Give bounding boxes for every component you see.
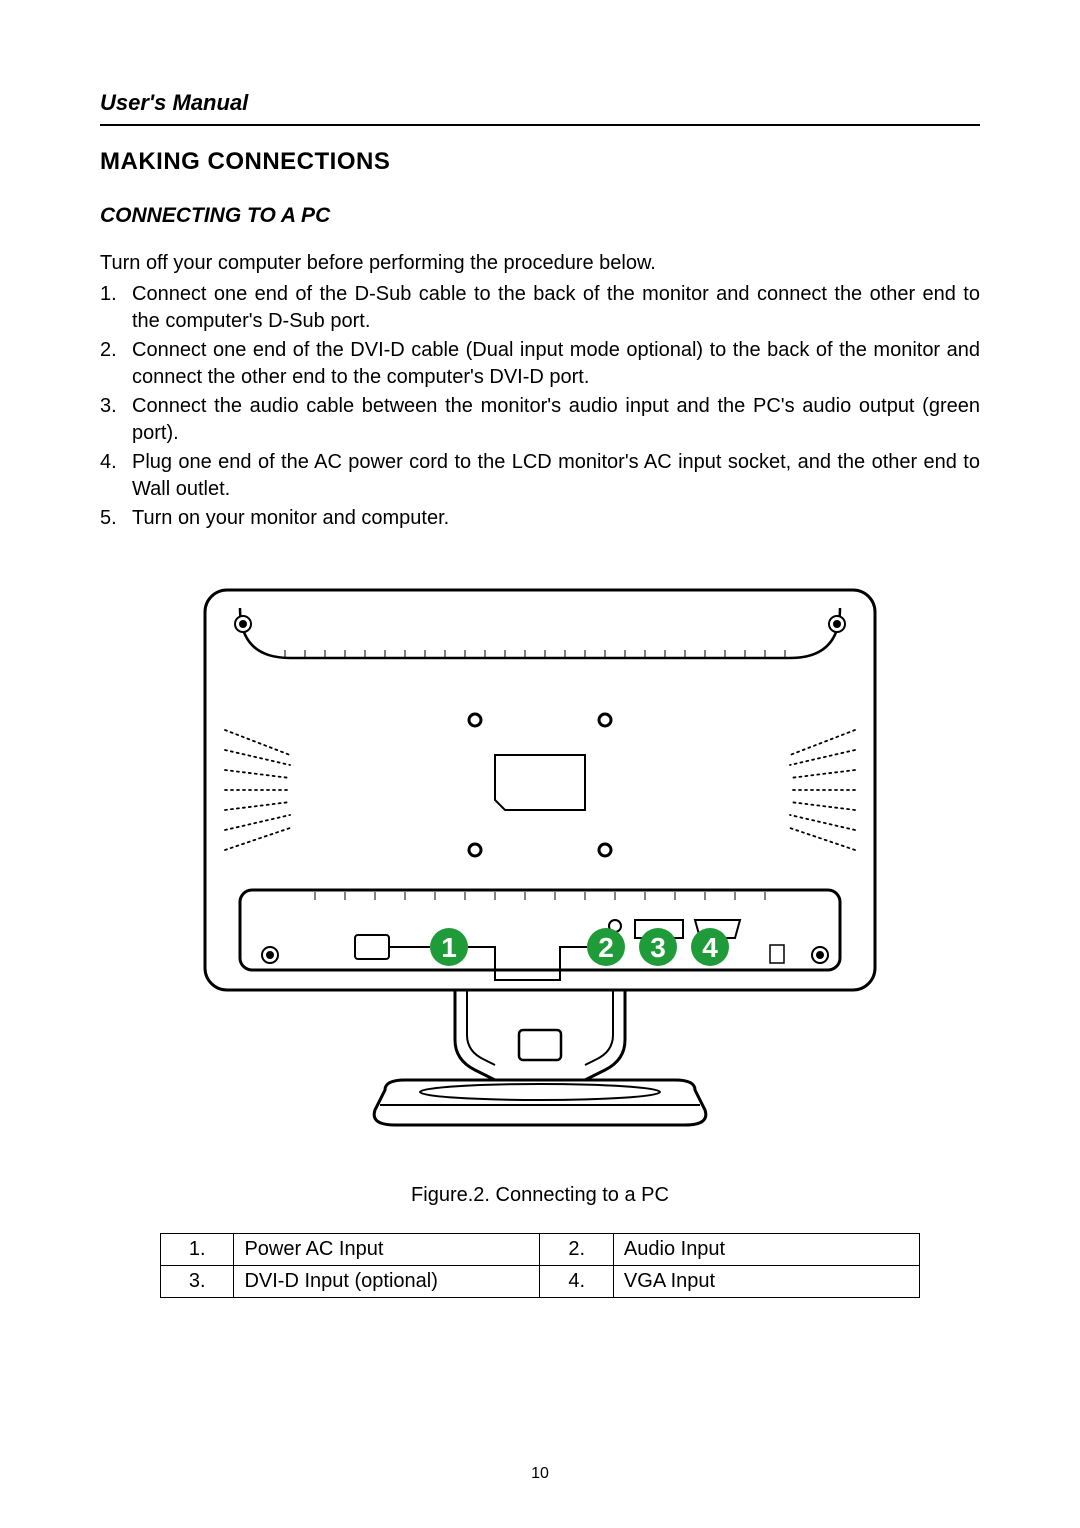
port-num: 2. [540, 1234, 613, 1266]
header-rule [100, 124, 980, 126]
figure-wrap: 1 2 3 4 [100, 580, 980, 1140]
ports-table: 1. Power AC Input 2. Audio Input 3. DVI-… [160, 1233, 920, 1298]
callout-1: 1 [441, 932, 457, 963]
port-label: VGA Input [613, 1266, 919, 1298]
intro-text: Turn off your computer before performing… [100, 250, 980, 277]
figure-caption: Figure.2. Connecting to a PC [100, 1184, 980, 1207]
table-row: 1. Power AC Input 2. Audio Input [161, 1234, 920, 1266]
instruction-step: Connect one end of the D-Sub cable to th… [100, 281, 980, 335]
page-number: 10 [0, 1465, 1080, 1483]
monitor-diagram: 1 2 3 4 [195, 580, 885, 1140]
callout-2: 2 [598, 932, 614, 963]
instruction-step: Turn on your monitor and computer. [100, 505, 980, 532]
port-num: 4. [540, 1266, 613, 1298]
callout-4: 4 [702, 932, 718, 963]
page-header-title: User's Manual [100, 90, 980, 116]
instruction-list: Connect one end of the D-Sub cable to th… [100, 281, 980, 532]
instruction-step: Plug one end of the AC power cord to the… [100, 449, 980, 503]
port-num: 1. [161, 1234, 234, 1266]
callout-3: 3 [650, 932, 666, 963]
port-label: DVI-D Input (optional) [234, 1266, 540, 1298]
table-row: 3. DVI-D Input (optional) 4. VGA Input [161, 1266, 920, 1298]
port-num: 3. [161, 1266, 234, 1298]
instruction-step: Connect the audio cable between the moni… [100, 393, 980, 447]
sub-heading: CONNECTING TO A PC [100, 204, 980, 228]
section-heading: MAKING CONNECTIONS [100, 148, 980, 176]
port-label: Audio Input [613, 1234, 919, 1266]
port-label: Power AC Input [234, 1234, 540, 1266]
instruction-step: Connect one end of the DVI-D cable (Dual… [100, 337, 980, 391]
